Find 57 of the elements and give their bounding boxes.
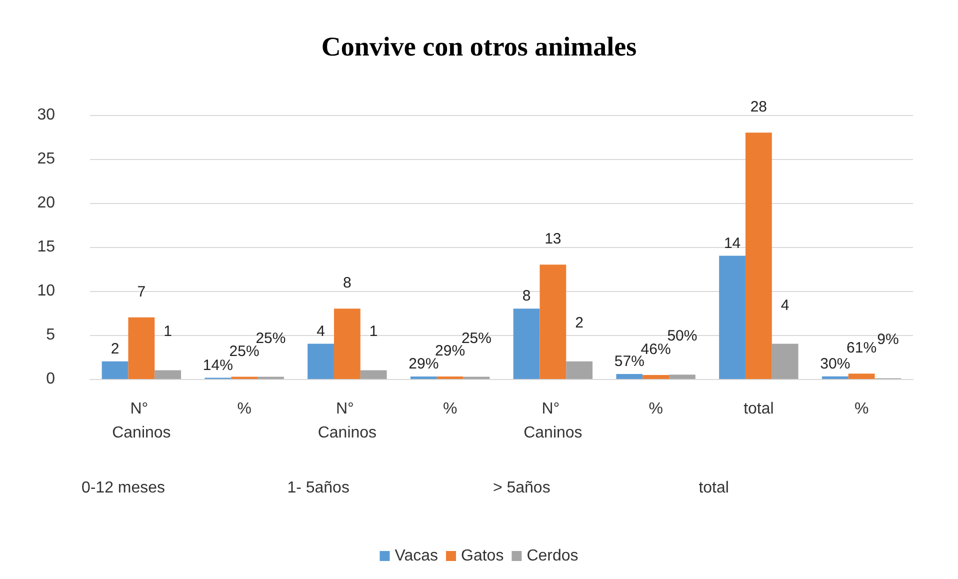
bar bbox=[566, 361, 593, 379]
x-tick-label: % bbox=[237, 400, 252, 418]
x-tick-label: % bbox=[442, 400, 458, 418]
data-label: 8 bbox=[343, 274, 352, 292]
data-label: 9% bbox=[877, 331, 899, 348]
bar bbox=[616, 374, 643, 379]
data-label: 61% bbox=[846, 340, 877, 357]
bar bbox=[822, 376, 848, 379]
data-label: 13 bbox=[544, 230, 562, 248]
text: > 5años bbox=[492, 480, 550, 496]
bar bbox=[540, 264, 566, 379]
y-tick-label: 5 bbox=[46, 326, 56, 344]
x-tick-label: N° Caninos bbox=[524, 400, 582, 442]
bar bbox=[745, 132, 772, 379]
bar bbox=[719, 256, 746, 379]
legend-label: Gatos bbox=[461, 548, 504, 564]
bar bbox=[128, 317, 155, 379]
y-tick-label: 20 bbox=[37, 194, 56, 212]
bar bbox=[772, 344, 798, 379]
chart-title: Convive con otros animales bbox=[321, 32, 637, 62]
x-tick-label: % bbox=[854, 400, 869, 418]
data-label: 4 bbox=[316, 322, 325, 340]
data-label: 30% bbox=[820, 355, 850, 372]
bar bbox=[334, 308, 360, 379]
y-tick-label: 25 bbox=[37, 150, 56, 168]
legend-label: Cerdos bbox=[526, 548, 578, 564]
data-label: 1 bbox=[164, 323, 172, 340]
data-label: 2 bbox=[575, 314, 584, 332]
y-tick-label: 15 bbox=[37, 238, 56, 256]
y-tick-label: 10 bbox=[37, 282, 56, 300]
bar bbox=[360, 370, 387, 379]
text: 1- 5años bbox=[287, 480, 350, 496]
data-label: 1 bbox=[369, 323, 378, 340]
bar bbox=[410, 376, 437, 379]
bar bbox=[102, 361, 128, 379]
legend-label: Vacas bbox=[394, 548, 438, 564]
data-label: 8 bbox=[522, 288, 531, 305]
data-label: 7 bbox=[137, 283, 146, 300]
x-tick-label: total bbox=[744, 400, 774, 418]
y-tick-label: 30 bbox=[37, 106, 56, 124]
bar bbox=[308, 344, 334, 379]
bar bbox=[154, 370, 182, 379]
text: total bbox=[698, 480, 729, 496]
data-label: 2 bbox=[110, 340, 120, 358]
data-label: 28 bbox=[750, 98, 768, 116]
x-tick-label: % bbox=[648, 400, 663, 418]
bar bbox=[669, 374, 696, 379]
bar bbox=[848, 374, 875, 379]
x-tick-label: N° Caninos bbox=[318, 400, 377, 442]
data-label: 4 bbox=[780, 296, 790, 314]
bar bbox=[513, 308, 540, 379]
bar bbox=[436, 376, 464, 379]
y-tick-label: 0 bbox=[46, 370, 56, 388]
bar bbox=[642, 374, 670, 379]
x-tick-label: N° Caninos bbox=[112, 400, 171, 442]
data-label: 14 bbox=[724, 234, 741, 252]
text: 0-12 meses bbox=[81, 480, 166, 496]
